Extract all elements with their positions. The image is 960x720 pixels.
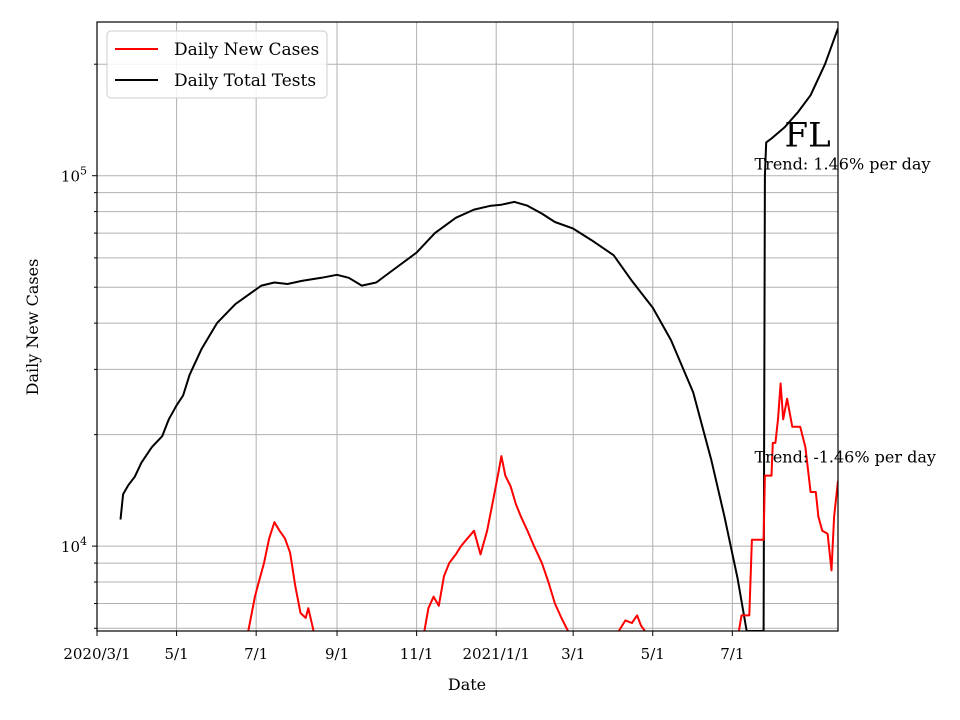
state-label: FL: [785, 115, 831, 155]
x-tick-label: 11/1: [400, 645, 434, 663]
series-line-daily-new-cases: [423, 455, 569, 631]
grid: [96, 22, 838, 631]
x-tick-label: 9/1: [325, 645, 349, 663]
y-tick-label: 104: [61, 535, 87, 556]
series-line-daily-total-tests: [119, 27, 838, 631]
x-tick-label: 5/1: [165, 645, 189, 663]
series-layer: [119, 27, 838, 631]
trend-annotation: Trend: 1.46% per day: [755, 154, 931, 173]
x-tick-label: 2020/3/1: [63, 645, 130, 663]
x-tick-label: 7/1: [720, 645, 744, 663]
series-line-daily-new-cases: [617, 614, 646, 631]
y-tick-label: 105: [61, 165, 87, 186]
trend-annotation: Trend: -1.46% per day: [755, 448, 936, 467]
legend-label-tests: Daily Total Tests: [174, 71, 316, 91]
plot-frame: [96, 21, 839, 632]
x-tick-label: 2021/1/1: [463, 645, 530, 663]
x-axis-title: Date: [448, 675, 486, 694]
axis-ticks: 2020/3/1 5/1 7/1 9/1 11/1 2021/1/1 3/1 5/1 7/1 10…: [61, 63, 744, 663]
series-line-daily-new-cases: [247, 521, 315, 631]
legend-label-cases: Daily New Cases: [174, 40, 319, 60]
x-tick-label: 5/1: [641, 645, 665, 663]
legend: Daily New Cases Daily Total Tests: [106, 30, 328, 99]
legend-box: [106, 30, 328, 99]
x-tick-label: 7/1: [244, 645, 268, 663]
y-axis-title: Daily New Cases: [23, 259, 42, 396]
series-line-daily-new-cases: [737, 382, 838, 631]
x-tick-label: 3/1: [561, 645, 585, 663]
